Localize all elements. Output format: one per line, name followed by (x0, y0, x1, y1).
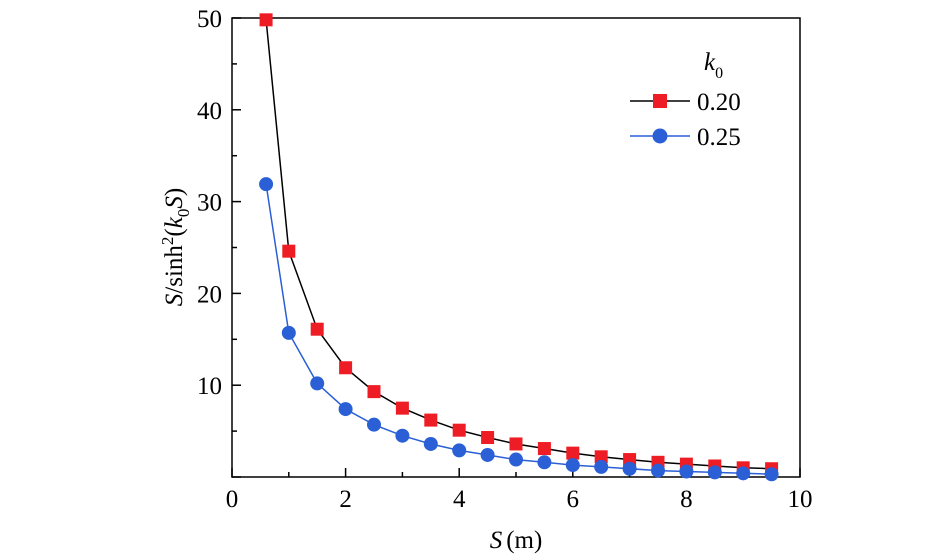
data-point-series-0 (259, 13, 273, 27)
legend-label-1: 0.25 (697, 124, 741, 151)
data-point-series-1 (537, 455, 552, 470)
x-tick-label: 4 (453, 486, 466, 513)
data-point-series-0 (537, 442, 551, 456)
legend: k0 0.20 0.25 (630, 49, 741, 151)
data-point-series-0 (395, 401, 409, 415)
data-point-series-1 (367, 417, 381, 432)
data-point-series-1 (338, 402, 353, 417)
y-tick-label: 50 (197, 6, 222, 33)
data-point-series-0 (367, 385, 381, 399)
series-line-0 (265, 19, 772, 470)
data-point-series-0 (481, 431, 495, 445)
series-layer (259, 13, 779, 482)
y-tick-label: 40 (197, 98, 222, 125)
y-tick-label: 20 (197, 281, 222, 308)
data-point-series-1 (259, 177, 274, 192)
data-point-series-1 (679, 464, 694, 479)
data-point-series-1 (310, 376, 325, 391)
axis-ticks (231, 17, 801, 478)
data-point-series-1 (764, 467, 779, 482)
data-point-series-1 (480, 447, 495, 462)
y-axis-label: S/sinh2(k0S) (158, 188, 193, 306)
data-point-series-1 (736, 466, 751, 481)
data-point-series-1 (395, 428, 410, 443)
data-point-series-0 (594, 450, 608, 464)
data-point-series-0 (339, 361, 353, 375)
legend-marker-1 (652, 128, 668, 144)
tick-labels: 0 2 4 6 8 10 10 20 30 40 50 (197, 6, 813, 513)
data-point-series-0 (310, 322, 324, 336)
data-point-series-0 (424, 413, 438, 427)
data-point-series-0 (509, 437, 523, 451)
data-point-series-1 (565, 458, 580, 473)
legend-title: k0 (704, 49, 723, 82)
x-axis-label: S (m) (490, 527, 543, 554)
data-point-series-1 (281, 325, 296, 340)
data-point-series-1 (423, 436, 438, 451)
data-point-series-1 (622, 461, 637, 476)
data-point-series-1 (707, 465, 722, 480)
y-tick-label: 30 (197, 190, 222, 217)
x-tick-label: 6 (567, 486, 580, 513)
y-tick-label: 10 (197, 373, 222, 400)
x-tick-label: 0 (226, 486, 239, 513)
data-point-series-0 (282, 244, 296, 258)
data-point-series-1 (594, 459, 609, 474)
data-point-series-1 (452, 443, 467, 458)
data-point-series-1 (509, 452, 523, 467)
legend-marker-0 (653, 94, 667, 108)
x-tick-label: 10 (788, 486, 813, 513)
series-line-1 (265, 184, 772, 475)
legend-label-0: 0.20 (697, 89, 741, 116)
x-tick-label: 2 (339, 486, 352, 513)
x-tick-label: 8 (680, 486, 693, 513)
data-point-series-1 (651, 463, 665, 478)
plot-frame (231, 17, 801, 478)
data-point-series-0 (452, 423, 466, 437)
data-point-series-0 (566, 446, 580, 460)
